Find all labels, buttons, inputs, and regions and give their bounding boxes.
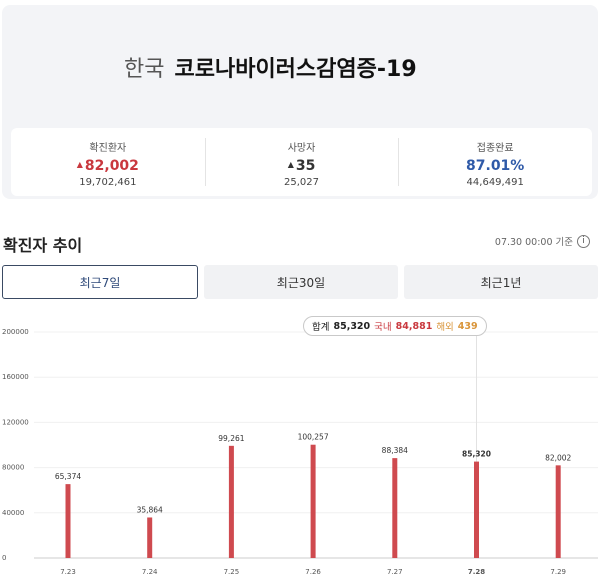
x-tick-label: 7.23 [60, 568, 76, 576]
arrow-up-icon: ▲ [287, 160, 294, 169]
y-tick-label: 120000 [2, 418, 29, 426]
stat-vaccinated: 접종완료 87.01% 44,649,491 [398, 128, 592, 196]
tooltip-total-label: 합계 [312, 322, 330, 333]
y-tick-label: 0 [2, 554, 6, 562]
stat-label: 확진환자 [89, 143, 127, 154]
bar [310, 444, 316, 558]
bar-value-label: 65,374 [55, 472, 81, 481]
bar [228, 445, 234, 558]
section-title: 확진자 추이 [3, 236, 83, 255]
y-tick-label: 40000 [2, 509, 24, 517]
bar [65, 484, 71, 558]
tab-recent-1-year[interactable]: 최근1년 [404, 265, 598, 299]
bar-value-label: 99,261 [218, 434, 244, 443]
tooltip-total-value: 85,320 [333, 320, 371, 332]
tooltip-overseas-label: 해외 [436, 322, 454, 333]
bar [474, 461, 479, 558]
x-tick-label: 7.26 [305, 568, 321, 576]
tooltip-overseas-value: 439 [457, 320, 478, 332]
bar-value-label: 88,384 [382, 446, 408, 455]
stat-total: 19,702,461 [79, 177, 137, 188]
summary-card: 한국 코로나바이러스감염증-19 확진환자 ▲ 82,002 19,702,461 … [2, 5, 598, 199]
bar [392, 458, 398, 558]
country-name: 한국 [124, 57, 165, 82]
stat-value: ▲ 35 [287, 158, 316, 174]
stat-confirmed: 확진환자 ▲ 82,002 19,702,461 [11, 128, 205, 196]
bar-value-label: 85,320 [462, 450, 491, 459]
x-tick-label: 7.24 [142, 568, 158, 576]
x-tick-label: 7.25 [224, 568, 240, 576]
page-title: 한국 코로나바이러스감염증-19 [124, 51, 417, 83]
stat-label: 접종완료 [476, 143, 514, 154]
stat-value: 87.01% [466, 158, 525, 174]
stat-total: 25,027 [284, 177, 319, 188]
bar-value-label: 100,257 [298, 433, 329, 442]
bar [147, 517, 153, 558]
reference-time: 07.30 00:00 기준 i [495, 234, 590, 248]
reference-time-text: 07.30 00:00 기준 [494, 237, 573, 248]
stat-total: 44,649,491 [466, 177, 524, 188]
stat-deaths: 사망자 ▲ 35 25,027 [204, 128, 399, 196]
tooltip-domestic-value: 84,881 [395, 320, 433, 332]
arrow-up-icon: ▲ [76, 160, 83, 169]
x-tick-label: 7.27 [387, 568, 403, 576]
tab-recent-7-days[interactable]: 최근7일 [2, 265, 198, 299]
info-icon[interactable]: i [577, 234, 590, 248]
x-tick-label: 7.29 [550, 568, 566, 576]
bar-value-label: 82,002 [545, 453, 571, 462]
stats-panel: 확진환자 ▲ 82,002 19,702,461 사망자 ▲ 35 25,027 접… [11, 128, 592, 196]
x-tick-label: 7.28 [468, 568, 485, 576]
y-tick-label: 80000 [2, 464, 24, 472]
stat-label: 사망자 [287, 143, 316, 154]
bar-value-label: 35,864 [137, 505, 163, 514]
confirmed-cases-chart: 0 40000 80000 120000 160000 200000 65,374 7.23 3… [2, 328, 598, 576]
y-tick-label: 200000 [2, 328, 29, 336]
bar [555, 465, 561, 558]
disease-name: 코로나바이러스감염증-19 [174, 57, 417, 82]
y-tick-label: 160000 [2, 373, 29, 381]
chart-tooltip: 합계 85,320 국내 84,881 해외 439 [303, 316, 487, 336]
tooltip-domestic-label: 국내 [374, 322, 392, 333]
stat-value: ▲ 82,002 [76, 158, 139, 174]
tab-recent-30-days[interactable]: 최근30일 [204, 265, 398, 299]
period-tabs: 최근7일 최근30일 최근1년 [2, 265, 598, 299]
